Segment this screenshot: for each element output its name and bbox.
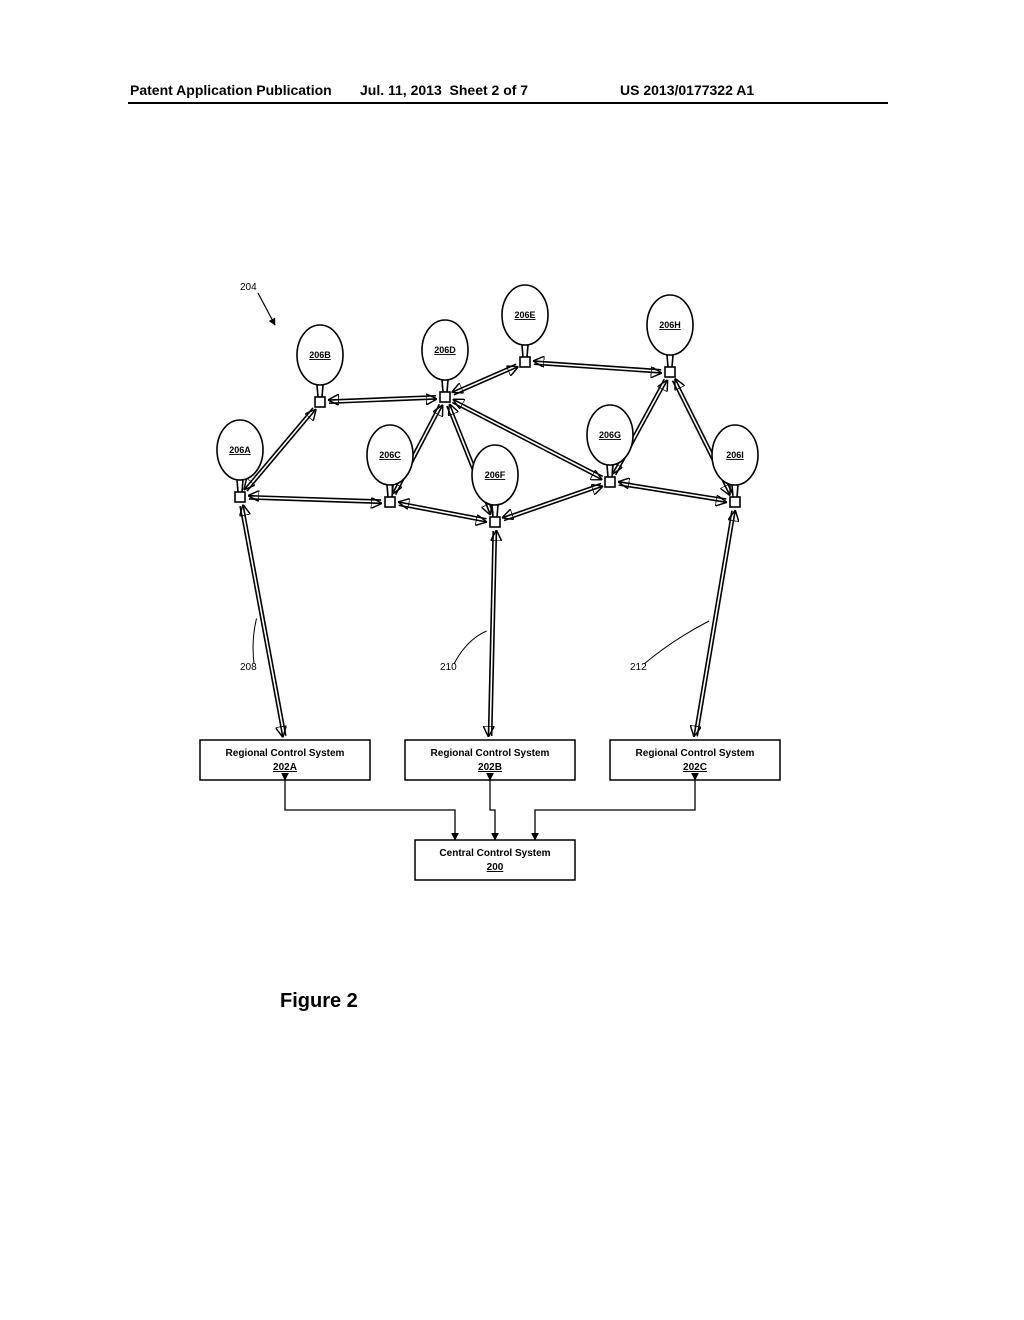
balloon-node: 206D (422, 320, 468, 402)
mesh-link (399, 502, 487, 522)
svg-text:206G: 206G (599, 430, 621, 440)
control-link (490, 780, 495, 840)
mesh-link (503, 483, 602, 520)
regional-box-num: 202A (273, 762, 297, 773)
ref-label: 208 (240, 662, 257, 673)
svg-text:206B: 206B (309, 350, 331, 360)
central-box-title: Central Control System (439, 848, 550, 859)
svg-text:206F: 206F (485, 470, 506, 480)
header-date-sheet: Jul. 11, 2013 Sheet 2 of 7 (360, 82, 528, 98)
mesh-link (619, 482, 727, 502)
figure-caption: Figure 2 (280, 990, 358, 1013)
ground-link (240, 506, 286, 737)
regional-box-num: 202C (683, 762, 707, 773)
regional-box-num: 202B (478, 762, 502, 773)
page: Patent Application Publication Jul. 11, … (0, 0, 1024, 1320)
balloon-node: 206I (712, 425, 758, 507)
header-pubnum: US 2013/0177322 A1 (620, 82, 754, 98)
svg-text:206I: 206I (726, 450, 744, 460)
svg-text:206E: 206E (514, 310, 535, 320)
control-link (285, 780, 455, 840)
balloon-node: 206C (367, 425, 413, 507)
svg-text:206D: 206D (434, 345, 456, 355)
header-rule (128, 102, 888, 104)
ref-tick (644, 621, 709, 664)
network-diagram: 206A 206B 206C 206D 206E 206F 206G 206H 206I 204 2… (180, 240, 840, 1020)
balloon-node: 206B (297, 325, 343, 407)
balloon-node: 206E (502, 285, 548, 367)
regional-box-title: Regional Control System (431, 748, 550, 759)
mesh-link (249, 496, 381, 504)
regional-box-title: Regional Control System (636, 748, 755, 759)
svg-text:206A: 206A (229, 445, 251, 455)
ground-link (488, 531, 496, 736)
ref-tick (253, 619, 256, 665)
svg-text:206H: 206H (659, 320, 681, 330)
regional-box (405, 740, 575, 780)
balloon-node: 206A (217, 420, 263, 502)
ref-204-label: 204 (240, 282, 257, 293)
balloon-node: 206H (647, 295, 693, 377)
ref-204-arrow (258, 293, 275, 325)
regional-box (200, 740, 370, 780)
mesh-link (534, 361, 661, 373)
control-link (535, 780, 695, 840)
central-box (415, 840, 575, 880)
diagram-area: 206A 206B 206C 206D 206E 206F 206G 206H 206I 204 2… (180, 240, 840, 1020)
header-publication: Patent Application Publication (130, 82, 332, 98)
central-box-num: 200 (487, 862, 504, 873)
ground-link (694, 511, 735, 737)
ref-tick (454, 631, 487, 664)
mesh-link (329, 396, 436, 403)
regional-box (610, 740, 780, 780)
regional-box-title: Regional Control System (226, 748, 345, 759)
svg-text:206C: 206C (379, 450, 401, 460)
